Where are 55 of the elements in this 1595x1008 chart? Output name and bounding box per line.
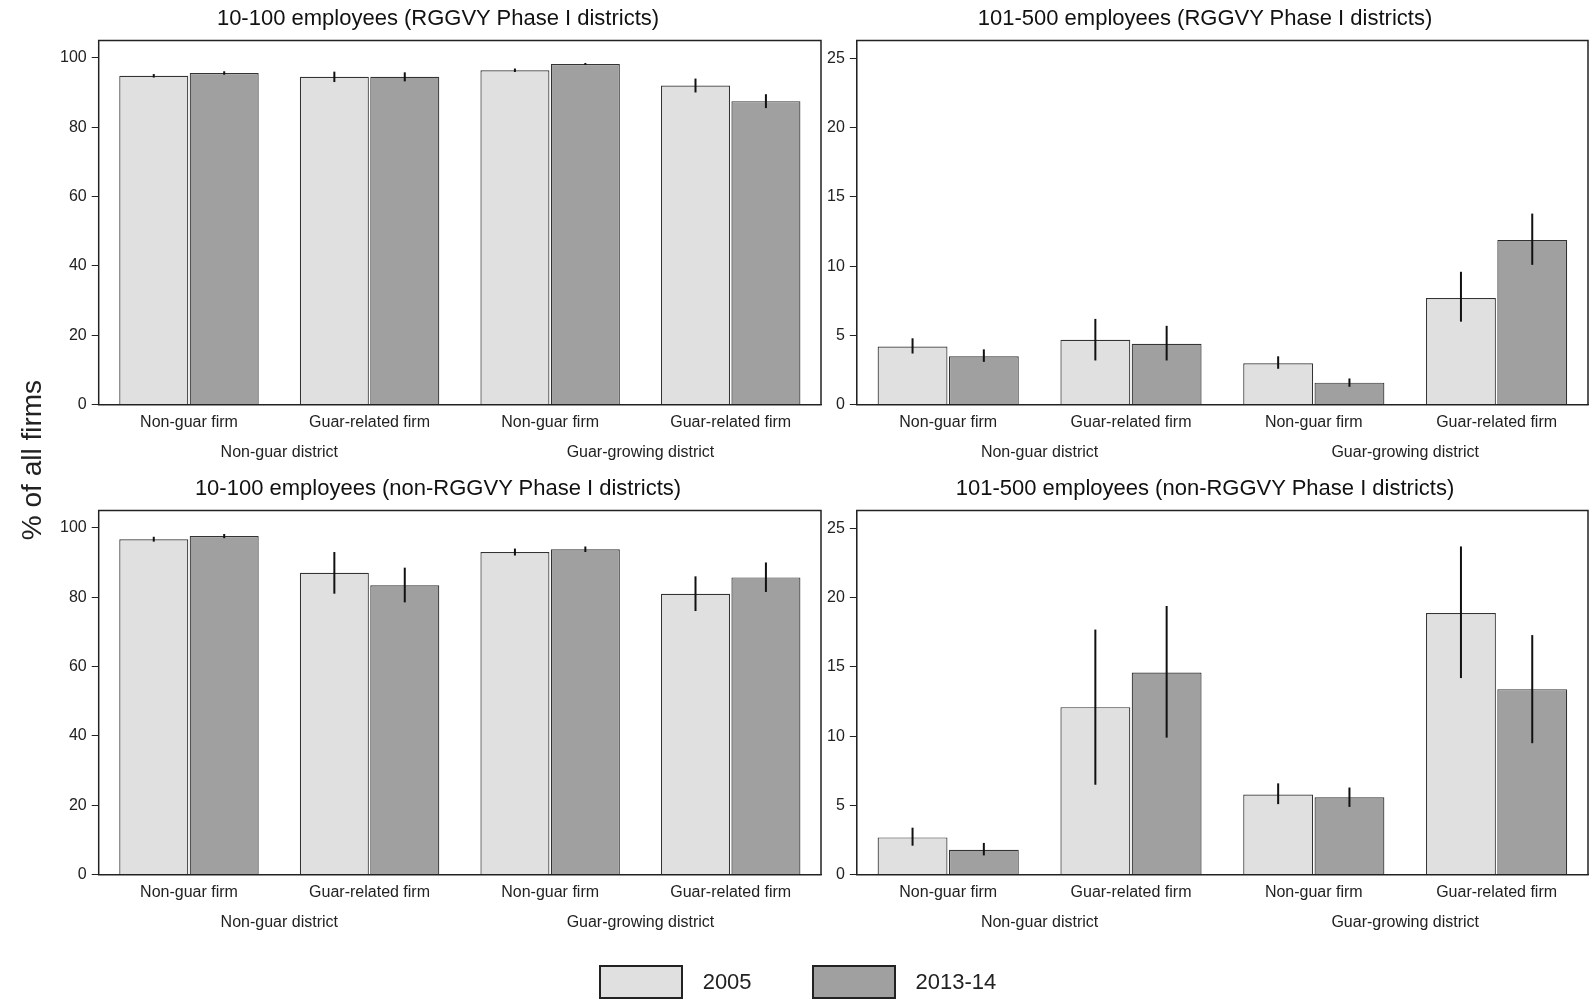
chart-title: 10-100 employees (RGGVY Phase I districts) (216, 5, 660, 31)
text: 2013-14 (915, 969, 997, 995)
x-tick-label: Guar-related firm (309, 882, 431, 900)
text: Non-guar district (980, 913, 1099, 931)
x-tick-label: Guar-related firm (309, 412, 431, 430)
x-tick-label: Non-guar firm (140, 882, 238, 900)
text: Guar-growing district (1331, 913, 1480, 931)
y-tick-label: 5 (835, 795, 845, 813)
y-tick-label: 40 (68, 726, 87, 744)
y-tick-label: 20 (68, 795, 87, 813)
text: Guar-growing district (566, 443, 715, 461)
x-tick-label: Non-guar firm (1264, 412, 1363, 430)
x-tick-label: Guar-related firm (1070, 882, 1192, 900)
chart-title: 101-500 employees (RGGVY Phase I districts) (977, 5, 1433, 31)
y-tick-label: 0 (77, 865, 87, 883)
y-tick-label: 20 (827, 118, 845, 136)
x-tick-label: Non-guar firm (501, 412, 600, 430)
x-tick-label: Guar-related firm (670, 412, 792, 430)
y-tick-label: 0 (835, 865, 845, 883)
x-tick-label: Non-guar firm (140, 412, 238, 430)
y-axis-title: % of all firms (16, 379, 48, 541)
text: Non-guar district (220, 443, 339, 461)
text: Guar-growing district (1331, 443, 1480, 461)
y-tick-label: 80 (68, 117, 87, 135)
y-tick-label: 20 (827, 588, 845, 606)
legend-label: 2005 (702, 969, 752, 995)
y-tick-label: 10 (827, 726, 845, 744)
y-tick-label: 100 (59, 48, 87, 66)
x-tick-label: Guar-related firm (1436, 882, 1558, 900)
x-tick-label: Non-guar firm (899, 412, 998, 430)
y-tick-label: 15 (827, 187, 845, 205)
text: Non-guar district (220, 913, 339, 931)
y-tick-label: 0 (835, 395, 845, 413)
y-tick-label: 60 (68, 186, 87, 204)
y-tick-label: 20 (68, 325, 87, 343)
x-tick-label: Guar-related firm (1436, 412, 1558, 430)
y-tick-label: 5 (835, 325, 845, 343)
y-tick-label: 25 (827, 48, 845, 66)
y-tick-label: 0 (77, 395, 87, 413)
x-tick-label: Guar-related firm (1070, 412, 1192, 430)
y-tick-label: 60 (68, 656, 87, 674)
chart-title: 101-500 employees (non-RGGVY Phase I districts) (955, 475, 1455, 501)
y-tick-label: 15 (827, 657, 845, 675)
x-tick-label: Non-guar firm (899, 882, 998, 900)
x-tick-label: Non-guar firm (1264, 882, 1363, 900)
y-tick-label: 40 (68, 256, 87, 274)
y-tick-label: 25 (827, 518, 845, 536)
y-tick-label: 80 (68, 587, 87, 605)
y-tick-label: 100 (59, 518, 87, 536)
y-tick-label: 10 (827, 256, 845, 274)
text: Non-guar district (980, 443, 1099, 461)
text: Guar-growing district (566, 913, 715, 931)
x-tick-label: Guar-related firm (670, 882, 792, 900)
chart-title: 10-100 employees (non-RGGVY Phase I districts) (194, 475, 682, 501)
x-tick-label: Non-guar firm (501, 882, 600, 900)
